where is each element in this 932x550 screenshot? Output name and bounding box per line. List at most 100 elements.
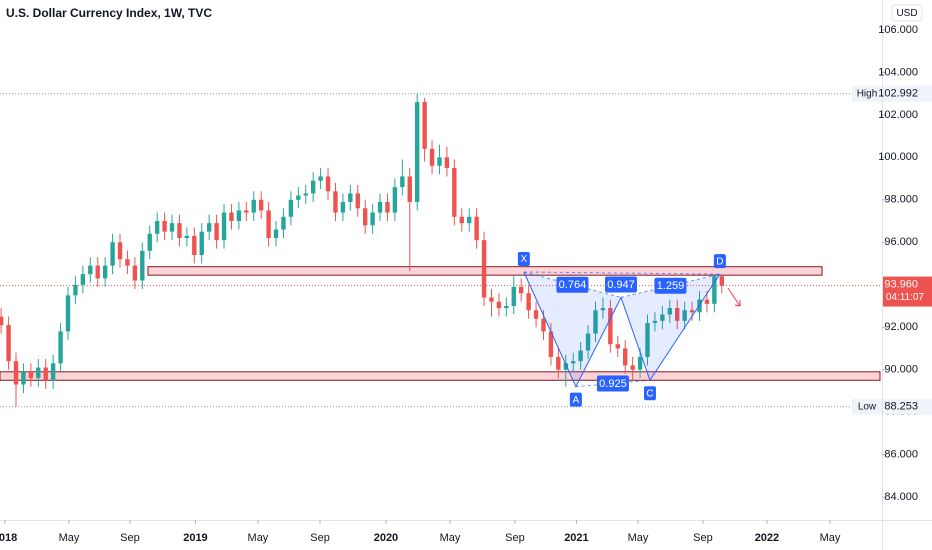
candle-body [623,348,628,366]
candle-body [645,322,650,357]
ratio-box [596,375,629,392]
candle-body [199,231,204,256]
candle-body [154,221,160,234]
candle-body [50,363,56,381]
projection-arrow [727,287,741,307]
candle-body [652,320,658,323]
pattern-fill [621,274,720,381]
candle-body [251,199,256,213]
candle-body [377,201,383,213]
y-tick-label: 86.000 [884,449,918,461]
candle-body [273,229,279,239]
extreme-label-box [852,85,882,102]
pattern-fill [523,271,622,387]
candle-body [95,265,100,279]
candle-body [340,201,346,213]
candle-body [608,308,613,345]
point-label-box [569,392,582,407]
candle-body [548,331,554,357]
point-label: A [573,395,580,406]
candle-body [214,223,219,241]
candle-body [689,310,695,313]
point-label: C [646,388,653,399]
candle-body [719,276,724,286]
candle-body [221,212,227,241]
candle-body [36,367,41,379]
extreme-label: High [857,88,878,99]
x-tick-label: 2019 [183,532,207,544]
countdown: 04:11:07 [886,292,925,303]
extreme-label: Low [858,401,877,412]
candle-body [533,310,539,319]
candle-body [660,314,665,321]
x-tick-label: Sep [310,532,330,544]
candle-body [169,223,175,232]
candle-body [102,265,108,279]
y-tick-label: 98.000 [884,194,918,206]
y-tick-label: 106.000 [878,24,918,36]
candle-body [288,199,294,217]
ratio-box [654,277,687,294]
candle-body [184,235,190,239]
candle-body [704,299,710,304]
candle-body [452,167,457,217]
candle-body [88,265,93,275]
candle-body [675,308,680,321]
candle-body [474,216,479,241]
candle-body [370,212,375,226]
candle-body [355,193,360,209]
candle-body [407,176,412,202]
y-tick-label: 96.000 [884,236,918,248]
point-label-box [643,386,656,401]
currency[interactable]: USD [896,8,917,19]
y-tick-label: 84.000 [884,491,918,503]
candle-body [637,356,643,370]
candle-body [615,344,620,349]
y-tick-label: 104.000 [878,66,918,78]
x-tick-label: Sep [120,532,140,544]
candle-body [6,325,11,362]
candle-body [481,240,487,298]
candle-body [362,208,368,226]
candle-body [310,180,316,194]
y-tick-label: 102.000 [878,109,918,121]
candle-body [600,308,606,311]
x-tick-label: May [248,532,269,544]
x-tick-label: May [820,532,841,544]
candle-body [206,223,212,232]
x-tick-label: 2018 [0,532,17,544]
candle-body [585,333,591,351]
point-label-box [713,254,726,269]
candle-body [325,176,331,192]
candle-body [296,195,301,200]
point-label: D [716,256,723,267]
currency-box[interactable] [891,4,923,22]
candle-body [444,157,450,168]
point-label: X [521,254,528,265]
candle-body [630,365,635,370]
candle-body [125,259,130,266]
candle-body [147,233,152,251]
point-label-box [517,251,530,266]
candle-body [556,356,561,370]
candle-body [385,201,390,213]
x-tick-label: May [440,532,461,544]
candle-body [0,316,4,326]
candle-body [177,223,182,239]
candle-body [132,265,138,281]
candle-body [236,210,242,222]
candle-body [712,276,717,304]
x-tick-label: 2020 [374,532,398,544]
candle-body [466,216,472,224]
candle-body [162,221,167,232]
candle-body [80,274,86,285]
x-tick-label: Sep [693,532,713,544]
candle-body [392,187,398,213]
candle-body [348,193,353,202]
x-tick-label: May [59,532,80,544]
candle-body [429,148,435,166]
candle-body [437,157,442,166]
candle-body [140,250,145,281]
